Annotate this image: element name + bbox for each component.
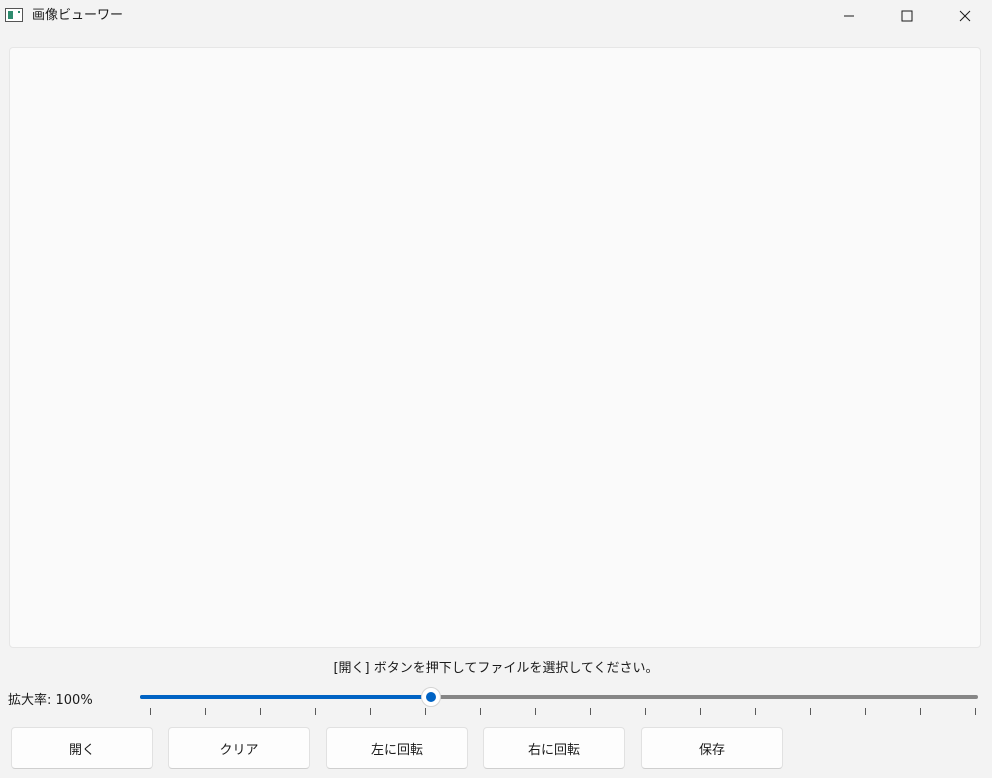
slider-tick — [315, 708, 316, 715]
slider-tick — [370, 708, 371, 715]
save-button[interactable]: 保存 — [641, 727, 783, 769]
zoom-slider[interactable] — [140, 686, 980, 722]
slider-tick — [810, 708, 811, 715]
window-title: 画像ビューワー — [32, 8, 124, 23]
rotate-left-button[interactable]: 左に回転 — [326, 727, 468, 769]
slider-track-fill — [140, 695, 431, 699]
slider-tick — [480, 708, 481, 715]
picture-app-icon — [5, 8, 23, 22]
slider-tick — [535, 708, 536, 715]
maximize-button[interactable] — [878, 0, 936, 32]
slider-tick — [645, 708, 646, 715]
slider-thumb[interactable] — [421, 687, 441, 707]
slider-tick — [920, 708, 921, 715]
slider-tick — [975, 708, 976, 715]
close-icon — [959, 10, 971, 22]
image-display-area[interactable] — [9, 47, 981, 648]
slider-tick — [150, 708, 151, 715]
slider-tick — [755, 708, 756, 715]
slider-tick — [590, 708, 591, 715]
slider-ticks — [140, 708, 980, 716]
minimize-icon — [844, 15, 854, 17]
slider-tick — [205, 708, 206, 715]
status-message: [開く] ボタンを押下してファイルを選択してください。 — [333, 661, 659, 676]
open-button[interactable]: 開く — [11, 727, 153, 769]
zoom-label: 拡大率: 100% — [8, 693, 93, 708]
slider-tick — [700, 708, 701, 715]
close-button[interactable] — [936, 0, 992, 32]
slider-track[interactable] — [140, 695, 978, 699]
slider-tick — [865, 708, 866, 715]
maximize-icon — [901, 10, 913, 22]
title-bar[interactable]: 画像ビューワー — [0, 0, 992, 32]
slider-tick — [260, 708, 261, 715]
slider-tick — [425, 708, 426, 715]
minimize-button[interactable] — [820, 0, 878, 32]
rotate-right-button[interactable]: 右に回転 — [483, 727, 625, 769]
clear-button[interactable]: クリア — [168, 727, 310, 769]
slider-thumb-dot — [426, 692, 436, 702]
